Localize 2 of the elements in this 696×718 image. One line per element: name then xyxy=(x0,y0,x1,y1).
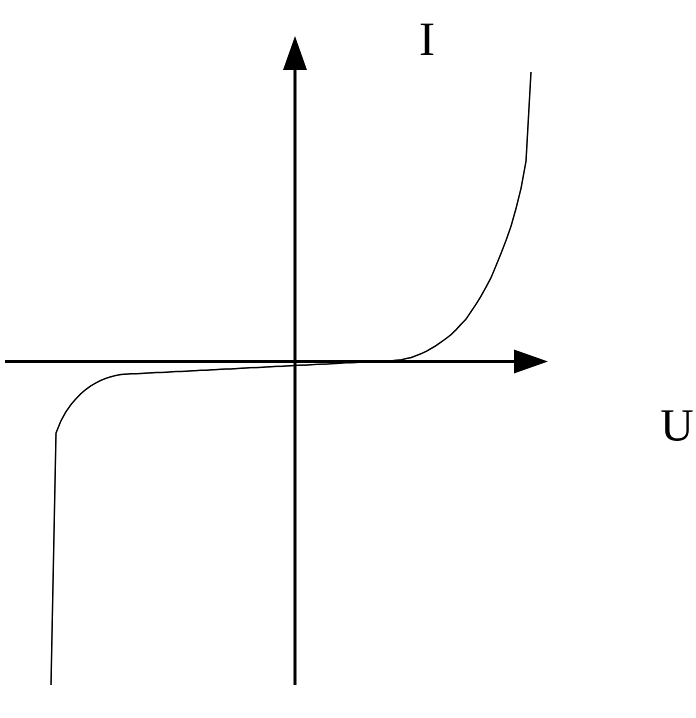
x-axis-title: U xyxy=(660,400,694,451)
y-axis-title: I xyxy=(419,13,435,66)
